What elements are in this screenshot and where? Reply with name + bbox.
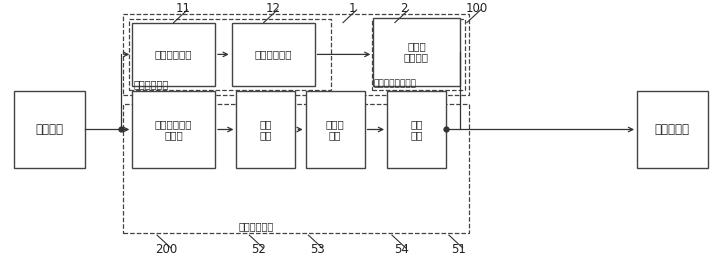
Text: 前馈均衡电路: 前馈均衡电路 [238, 221, 274, 231]
Text: 200: 200 [155, 243, 178, 256]
Text: 54: 54 [394, 243, 409, 256]
Bar [387, 91, 446, 168]
Bar [123, 104, 469, 232]
Text: 100: 100 [465, 2, 487, 15]
Text: 电流源
补偿模块: 电流源 补偿模块 [404, 41, 429, 63]
Text: 驱动
模块: 驱动 模块 [410, 119, 423, 140]
Text: 压降估计模块: 压降估计模块 [134, 79, 169, 89]
Text: 电源压降补偿电路: 电源压降补偿电路 [374, 80, 417, 89]
Bar [305, 91, 365, 168]
Text: 52: 52 [251, 243, 266, 256]
Bar [637, 91, 708, 168]
Bar [236, 91, 295, 168]
Text: 预驱动
模块: 预驱动 模块 [326, 119, 344, 140]
Text: 翻转检测单元: 翻转检测单元 [155, 50, 192, 59]
Bar [372, 19, 466, 90]
Text: 12: 12 [266, 2, 281, 15]
Text: 串化
模块: 串化 模块 [260, 119, 272, 140]
Text: 有限冲激响应
滤波器: 有限冲激响应 滤波器 [155, 119, 192, 140]
Text: 53: 53 [310, 243, 325, 256]
Text: 串口接收机: 串口接收机 [655, 123, 690, 136]
Bar [373, 18, 460, 86]
Text: 11: 11 [175, 2, 191, 15]
Bar [232, 23, 315, 86]
Bar [123, 14, 469, 95]
Bar [14, 91, 85, 168]
Text: 输入信号: 输入信号 [35, 123, 64, 136]
Bar [132, 91, 215, 168]
Text: 51: 51 [451, 243, 466, 256]
Text: 1: 1 [349, 2, 356, 15]
Text: 2: 2 [401, 2, 408, 15]
Text: 延时补偿单元: 延时补偿单元 [254, 50, 292, 59]
Bar [132, 23, 215, 86]
Bar [129, 19, 331, 90]
